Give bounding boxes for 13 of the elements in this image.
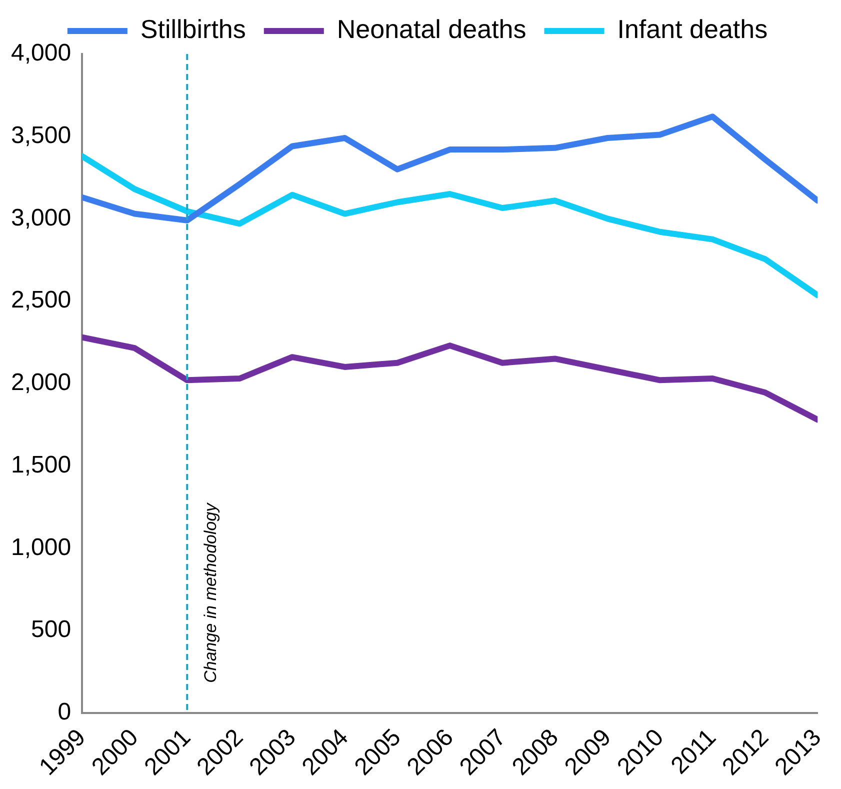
y-tick-label: 0 [58,698,72,726]
ref-line-label: Change in methodology [200,502,220,683]
legend-label: Neonatal deaths [336,14,526,44]
legend-label: Stillbirths [140,14,246,44]
y-tick-label: 4,000 [10,40,72,67]
y-tick-label: 1,500 [10,451,72,478]
y-tick-label: 2,000 [10,369,72,396]
y-tick-label: 2,500 [10,286,72,314]
y-tick-label: 3,500 [10,122,72,149]
y-tick-label: 500 [31,616,72,644]
legend-label: Infant deaths [617,14,768,44]
y-tick-label: 1,000 [10,534,72,561]
y-tick-label: 3,000 [10,204,72,232]
